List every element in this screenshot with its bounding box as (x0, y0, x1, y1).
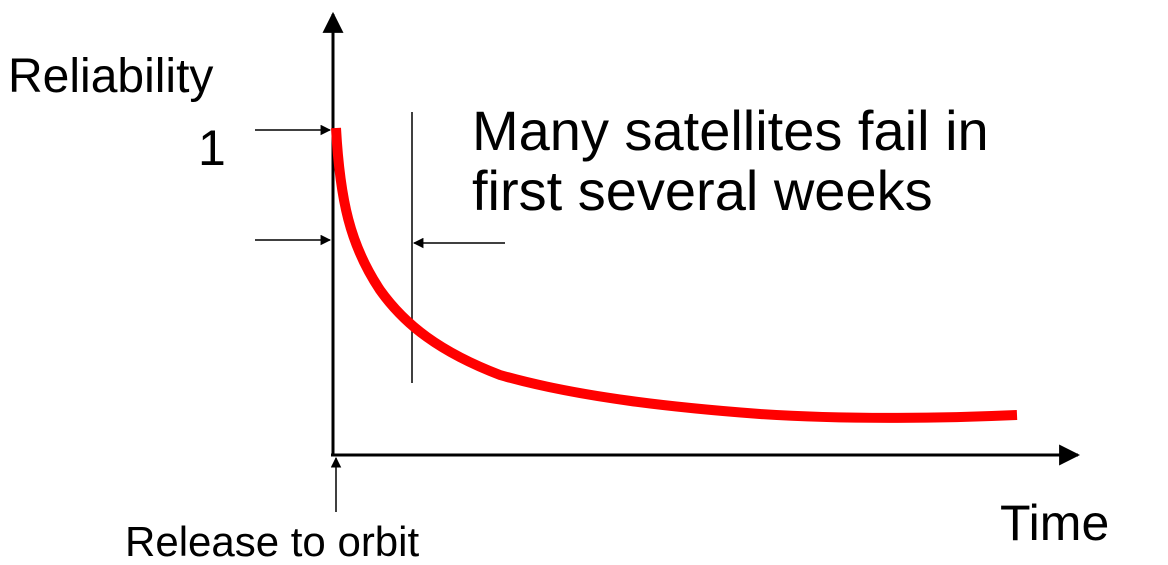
x-axis-label: Time (1000, 495, 1109, 551)
annotation: first several weeks (472, 159, 933, 222)
annotation: Many satellites fail in (472, 99, 989, 162)
origin-label: Release to orbit (125, 518, 419, 565)
reliability-curve (331, 127, 1018, 423)
y-axis-label: Reliability (8, 50, 213, 103)
y-marker-label: 1 (198, 120, 226, 176)
